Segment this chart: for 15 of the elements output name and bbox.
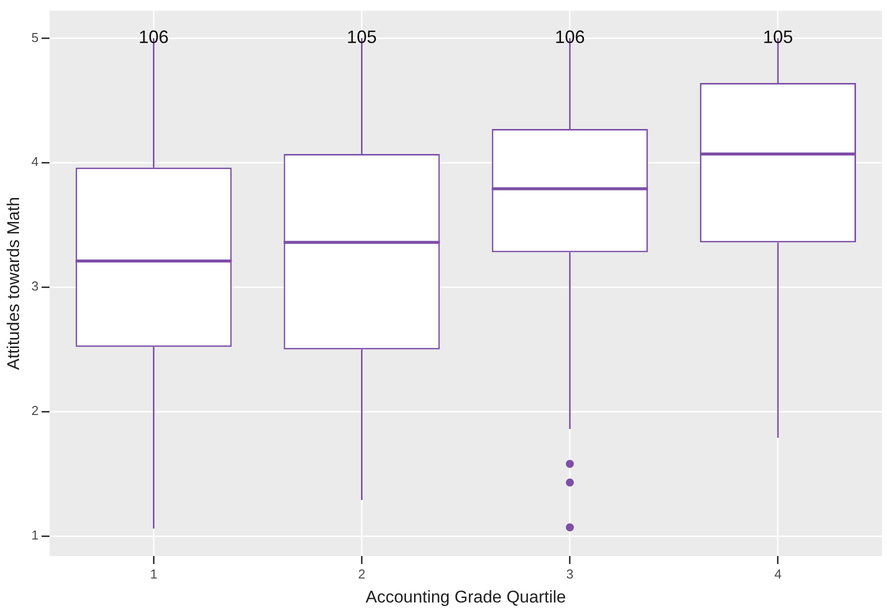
x-axis-title: Accounting Grade Quartile	[366, 587, 566, 606]
y-tick-label: 5	[31, 30, 39, 45]
y-tick-label: 1	[31, 528, 39, 543]
y-axis-title: Attitudes towards Math	[4, 196, 23, 370]
annotation: 105	[346, 27, 377, 48]
x-tick-label: 2	[358, 566, 366, 582]
annotation: 106	[554, 27, 585, 48]
y-tick-label: 3	[31, 278, 39, 294]
x-tick-label: 4	[774, 566, 782, 582]
y-tick-label: 4	[31, 154, 39, 170]
annotation: 105	[762, 27, 793, 48]
x-tick-label: 3	[566, 566, 574, 582]
y-tick-label: 2	[31, 403, 39, 418]
x-tick-label: 1	[150, 566, 158, 582]
annotation: 106	[138, 27, 169, 48]
